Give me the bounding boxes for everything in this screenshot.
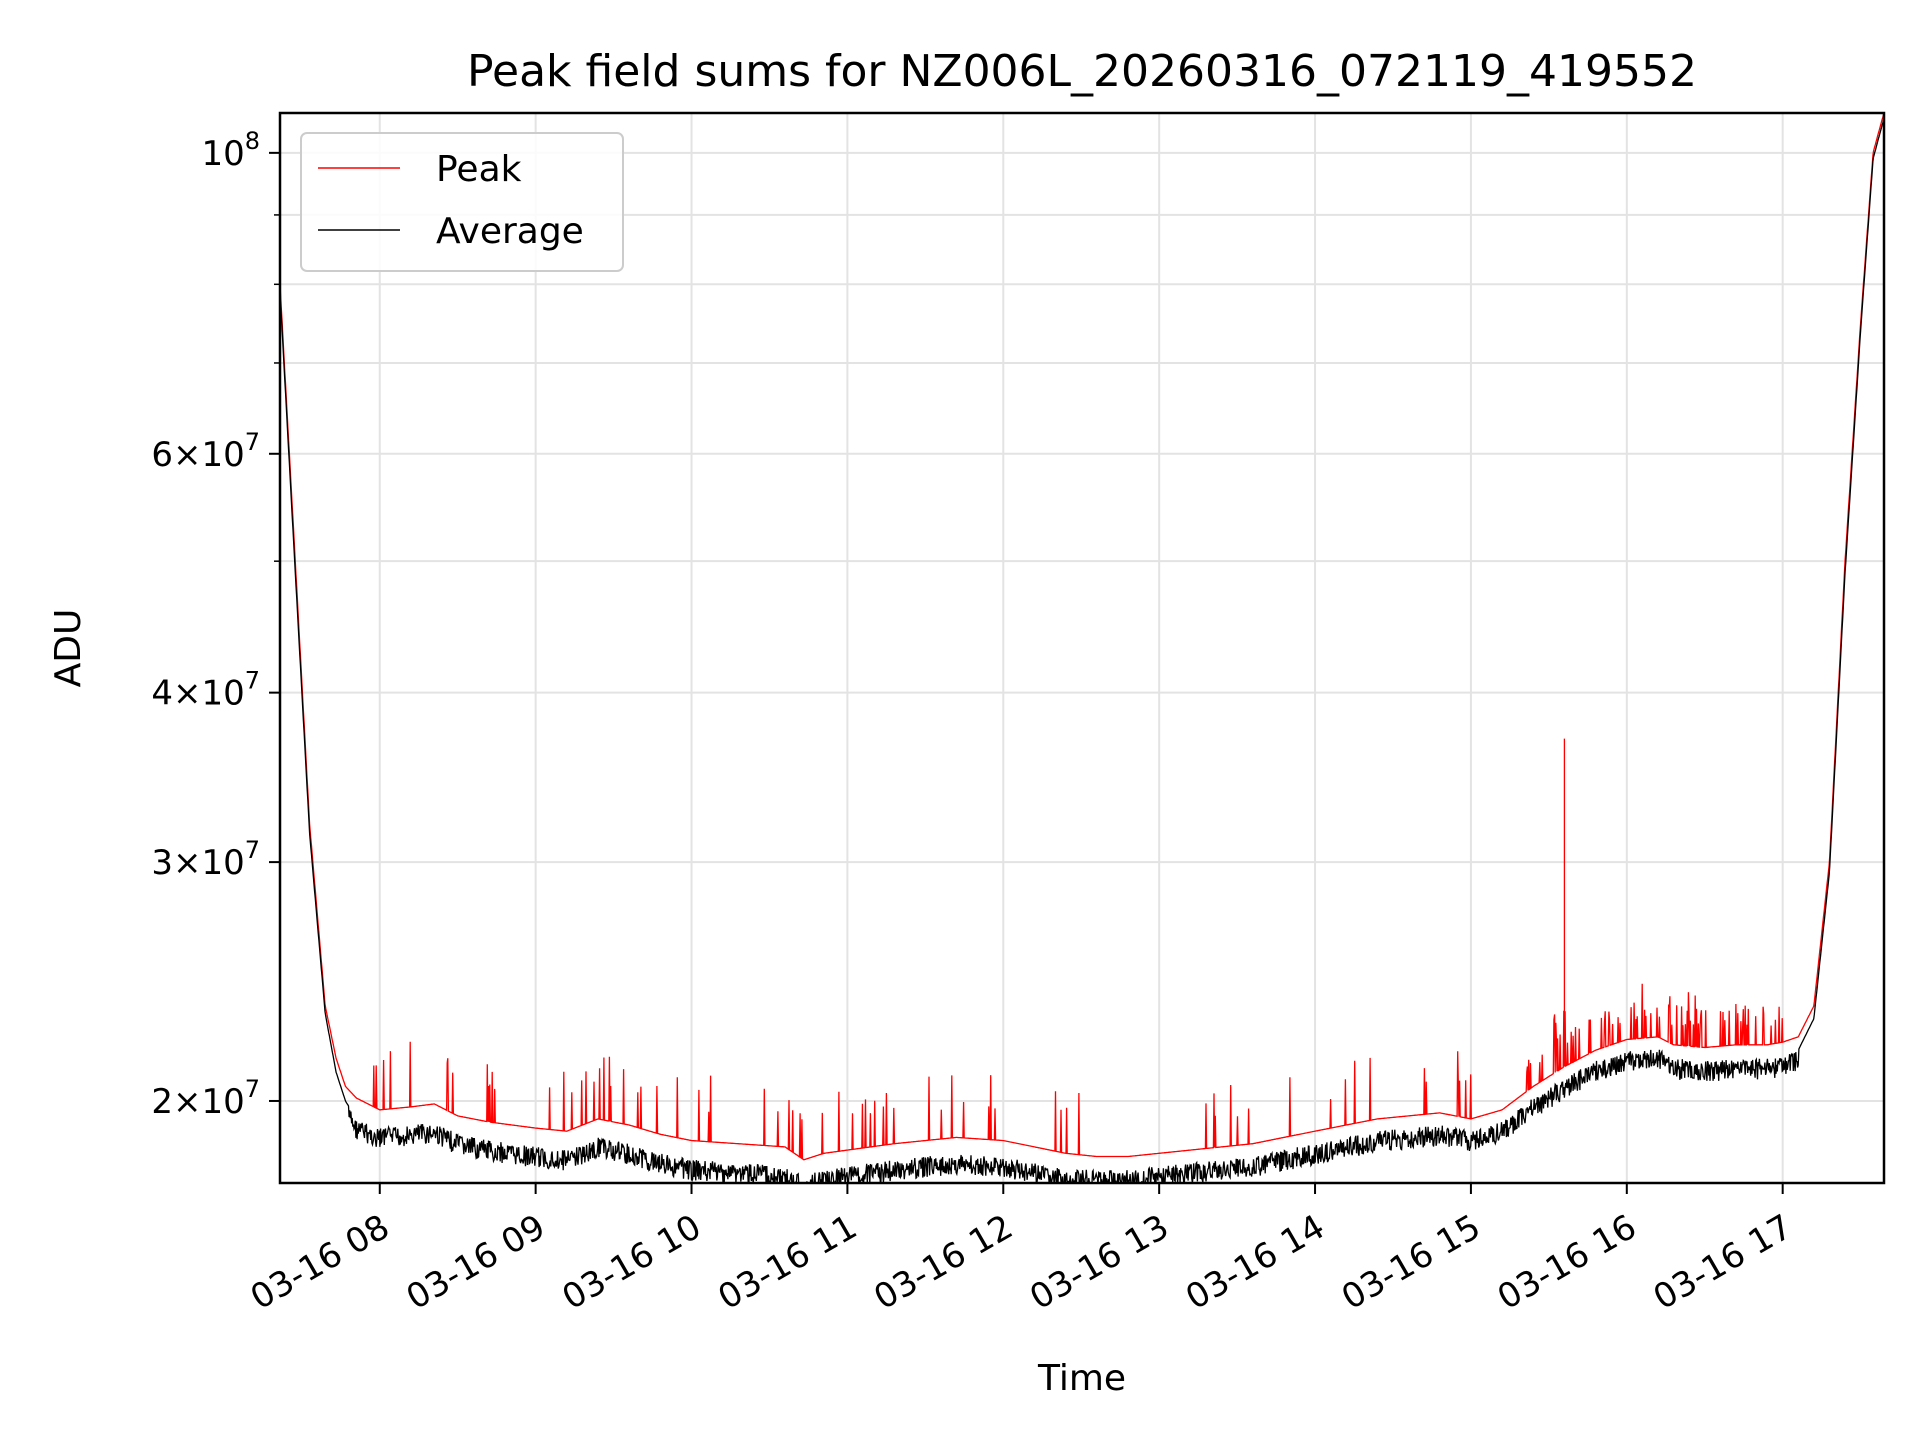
grid [280, 113, 1884, 1183]
series-line-average [280, 118, 1884, 1183]
series-line-peak [280, 113, 1884, 1161]
svg-text:3×107: 3×107 [151, 836, 260, 883]
y-tick-label: 2×107 [151, 1075, 260, 1122]
legend-label-peak: Peak [436, 149, 522, 190]
y-tick-label: 4×107 [151, 667, 260, 714]
y-tick-label: 108 [201, 127, 260, 174]
series-layer [280, 113, 1884, 1183]
svg-text:6×107: 6×107 [151, 428, 260, 475]
x-axis-label: Time [1037, 1358, 1126, 1399]
legend: Peak Average [300, 132, 624, 272]
plot-frame [278, 111, 1886, 1185]
svg-text:2×107: 2×107 [151, 1075, 260, 1122]
y-tick-label: 3×107 [151, 836, 260, 883]
y-tick-label: 6×107 [151, 428, 260, 475]
svg-text:4×107: 4×107 [151, 667, 260, 714]
legend-label-average: Average [436, 211, 584, 252]
chart-title: Peak field sums for NZ006L_20260316_0721… [467, 46, 1697, 97]
y-axis-label: ADU [48, 609, 89, 688]
svg-text:108: 108 [201, 127, 260, 174]
